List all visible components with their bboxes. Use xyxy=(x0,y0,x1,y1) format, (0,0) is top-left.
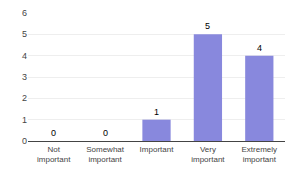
svg-text:1: 1 xyxy=(22,115,27,125)
svg-text:5: 5 xyxy=(22,29,27,39)
svg-text:4: 4 xyxy=(22,51,27,61)
svg-text:0: 0 xyxy=(22,136,27,146)
svg-text:6: 6 xyxy=(22,8,27,18)
svg-text:Somewhatimportant: Somewhatimportant xyxy=(86,145,125,164)
svg-text:1: 1 xyxy=(154,107,159,117)
svg-text:0: 0 xyxy=(51,128,56,138)
svg-text:Notimportant: Notimportant xyxy=(37,145,71,164)
svg-text:Veryimportant: Veryimportant xyxy=(191,145,225,164)
svg-text:5: 5 xyxy=(205,21,210,31)
svg-text:Extremelyimportant: Extremelyimportant xyxy=(242,145,278,164)
svg-text:2: 2 xyxy=(22,93,27,103)
svg-text:4: 4 xyxy=(257,43,262,53)
svg-text:3: 3 xyxy=(22,72,27,82)
svg-text:0: 0 xyxy=(103,128,108,138)
svg-text:Important: Important xyxy=(140,145,175,154)
